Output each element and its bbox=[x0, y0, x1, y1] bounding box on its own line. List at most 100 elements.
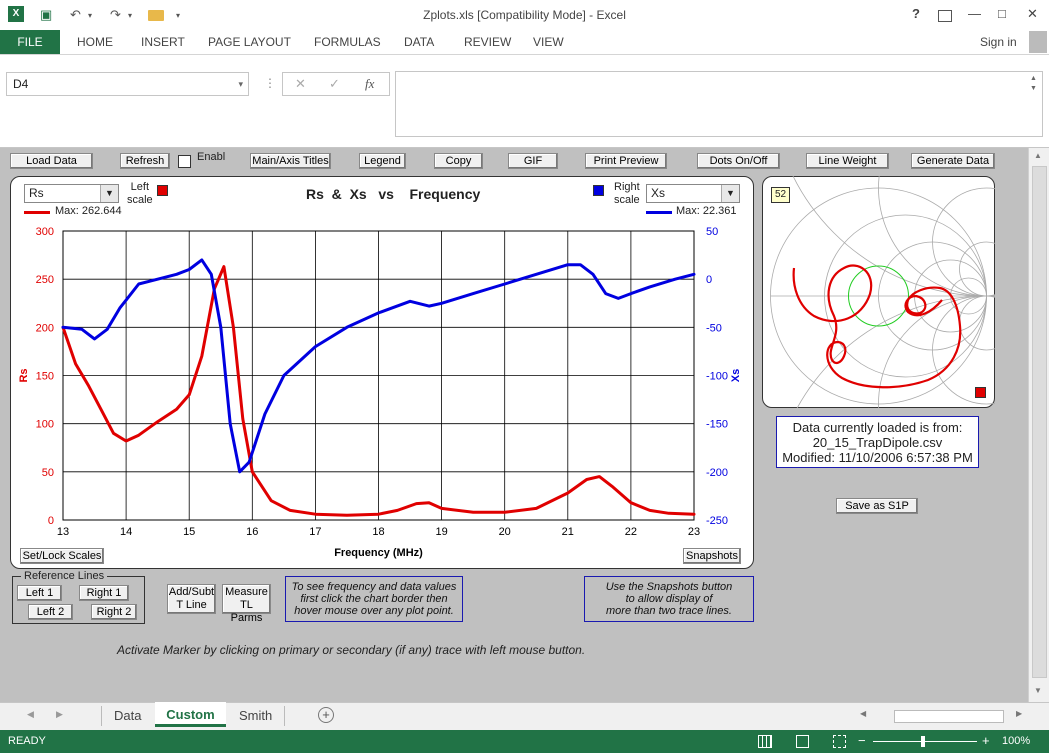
scroll-up-icon[interactable]: ▲ bbox=[1034, 151, 1042, 160]
rs-xs-chart[interactable]: 13 14 15 16 17 18 19 20 21 22 23 0 50 100 150 200 250 300… bbox=[10, 176, 754, 569]
ribbon-display-icon[interactable] bbox=[938, 10, 952, 22]
customize-toolbar-icon[interactable]: ▾ bbox=[176, 11, 181, 20]
formula-input[interactable] bbox=[395, 71, 1043, 137]
tab-page-layout[interactable]: PAGE LAYOUT bbox=[208, 35, 291, 49]
left-scale-color-swatch[interactable] bbox=[157, 185, 168, 196]
y-tick-label: 0 bbox=[48, 515, 54, 527]
tab-file[interactable]: FILE bbox=[0, 30, 60, 54]
redo-icon[interactable]: ↷ bbox=[110, 7, 121, 22]
open-folder-icon[interactable] bbox=[148, 10, 164, 21]
tab-scroll-left-icon[interactable]: ◀ bbox=[27, 709, 34, 719]
formula-scroll-down-icon[interactable]: ▼ bbox=[1030, 85, 1037, 92]
undo-icon[interactable]: ↶ bbox=[70, 7, 81, 22]
right-trace-select[interactable]: Xs ▼ bbox=[646, 184, 740, 203]
confirm-entry-icon[interactable]: ✓ bbox=[329, 76, 340, 91]
vertical-scrollbar[interactable]: ▲ ▼ bbox=[1028, 148, 1049, 702]
y2-tick-label: -100 bbox=[706, 371, 728, 383]
right-scale-color-swatch[interactable] bbox=[593, 185, 604, 196]
left-scale-label: Left scale bbox=[127, 181, 153, 207]
enable-checkbox[interactable] bbox=[178, 155, 191, 168]
tab-review[interactable]: REVIEW bbox=[464, 35, 512, 49]
hscroll-right-icon[interactable]: ▶ bbox=[1016, 709, 1023, 718]
save-as-s1p-button[interactable]: Save as S1P bbox=[836, 498, 918, 514]
y-tick-label: 50 bbox=[42, 467, 54, 479]
sheet-tab-data[interactable]: Data bbox=[114, 708, 142, 723]
xs-max-label: Max: 22.361 bbox=[676, 205, 737, 217]
chevron-down-icon[interactable]: ▼ bbox=[721, 185, 739, 202]
chevron-down-icon[interactable]: ▾ bbox=[238, 79, 243, 89]
load-data-button[interactable]: Load Data bbox=[10, 153, 93, 169]
left2-button[interactable]: Left 2 bbox=[28, 604, 73, 620]
minimize-icon[interactable]: — bbox=[968, 6, 981, 21]
formula-scroll-up-icon[interactable]: ▲ bbox=[1030, 75, 1037, 82]
redo-dropdown-icon[interactable]: ▾ bbox=[128, 11, 133, 20]
save-icon[interactable]: ▣ bbox=[40, 7, 53, 22]
measure-tl-parms-button[interactable]: Measure TL Parms bbox=[222, 584, 271, 624]
tab-insert[interactable]: INSERT bbox=[141, 35, 185, 49]
gif-button[interactable]: GIF bbox=[508, 153, 558, 169]
chevron-down-icon[interactable]: ▼ bbox=[100, 185, 118, 202]
horizontal-scrollbar[interactable]: ◀ ▶ bbox=[860, 708, 1026, 724]
sign-in-link[interactable]: Sign in bbox=[980, 35, 1017, 49]
right1-button[interactable]: Right 1 bbox=[79, 585, 129, 601]
name-box[interactable]: D4 ▾ bbox=[6, 72, 249, 96]
smith-chart[interactable]: 52 bbox=[762, 176, 995, 408]
tab-formulas[interactable]: FORMULAS bbox=[314, 35, 381, 49]
formula-bar-splitter-icon[interactable]: ⋮ bbox=[264, 76, 276, 90]
zoom-in-icon[interactable]: + bbox=[982, 733, 990, 748]
tab-home[interactable]: HOME bbox=[77, 35, 113, 49]
excel-logo-icon: X bbox=[8, 6, 24, 22]
status-bar: READY − + 100% bbox=[0, 730, 1049, 753]
zoom-level[interactable]: 100% bbox=[1002, 735, 1031, 747]
undo-dropdown-icon[interactable]: ▾ bbox=[88, 11, 93, 20]
y-tick-label: 100 bbox=[36, 419, 54, 431]
scroll-down-icon[interactable]: ▼ bbox=[1034, 686, 1042, 695]
y2-axis-label: Xs bbox=[730, 369, 742, 382]
frequency-hover-note: To see frequency and data values first c… bbox=[285, 576, 463, 622]
cancel-entry-icon[interactable]: ✕ bbox=[295, 76, 306, 91]
hscroll-left-icon[interactable]: ◀ bbox=[860, 709, 867, 718]
line-weight-button[interactable]: Line Weight bbox=[806, 153, 889, 169]
tab-view[interactable]: VIEW bbox=[533, 35, 564, 49]
smith-color-swatch[interactable] bbox=[975, 387, 986, 398]
sheet-tab-smith[interactable]: Smith bbox=[239, 708, 273, 723]
left1-button[interactable]: Left 1 bbox=[17, 585, 62, 601]
legend-button[interactable]: Legend bbox=[359, 153, 406, 169]
left-scale-line1: Left bbox=[130, 181, 150, 193]
dots-toggle-button[interactable]: Dots On/Off bbox=[697, 153, 780, 169]
snap-note-line3: more than two trace lines. bbox=[606, 605, 732, 617]
series-line-rs bbox=[61, 265, 696, 517]
maximize-icon[interactable]: □ bbox=[998, 6, 1006, 21]
tab-scroll-right-icon[interactable]: ▶ bbox=[56, 709, 63, 719]
x-tick-label: 22 bbox=[625, 526, 637, 538]
insert-function-icon[interactable]: fx bbox=[365, 76, 375, 91]
user-avatar-icon[interactable] bbox=[1029, 31, 1047, 53]
hscroll-thumb[interactable] bbox=[894, 710, 1004, 723]
tab-data[interactable]: DATA bbox=[404, 35, 435, 49]
normal-view-icon[interactable] bbox=[758, 735, 772, 748]
sheet-tab-custom-active[interactable]: Custom bbox=[155, 702, 226, 727]
scroll-thumb[interactable] bbox=[1032, 166, 1047, 678]
right-scale-line1: Right bbox=[614, 181, 640, 193]
close-icon[interactable]: ✕ bbox=[1027, 6, 1038, 21]
zoom-slider[interactable] bbox=[873, 741, 977, 742]
right2-button[interactable]: Right 2 bbox=[91, 604, 137, 620]
left-trace-select[interactable]: Rs ▼ bbox=[24, 184, 119, 203]
copy-button[interactable]: Copy bbox=[434, 153, 483, 169]
set-lock-scales-button[interactable]: Set/Lock Scales bbox=[20, 548, 104, 564]
smith-chart-svg[interactable] bbox=[762, 176, 995, 408]
snapshots-button[interactable]: Snapshots bbox=[683, 548, 741, 564]
zoom-out-icon[interactable]: − bbox=[858, 733, 866, 748]
generate-data-button[interactable]: Generate Data bbox=[911, 153, 995, 169]
new-sheet-icon[interactable]: + bbox=[318, 707, 334, 723]
help-icon[interactable]: ? bbox=[912, 6, 920, 21]
zoom-slider-thumb[interactable] bbox=[921, 736, 925, 747]
chart-plot-svg[interactable]: 13 14 15 16 17 18 19 20 21 22 23 0 50 100 150 200 250 300… bbox=[10, 176, 754, 569]
chart-title: Rs & Xs vs Frequency bbox=[306, 186, 481, 202]
add-subtract-tline-button[interactable]: Add/Subt T Line bbox=[167, 584, 216, 614]
refresh-button[interactable]: Refresh bbox=[120, 153, 170, 169]
main-axis-titles-button[interactable]: Main/Axis Titles bbox=[250, 153, 331, 169]
page-layout-view-icon[interactable] bbox=[796, 735, 809, 748]
print-preview-button[interactable]: Print Preview bbox=[585, 153, 667, 169]
page-break-view-icon[interactable] bbox=[833, 735, 846, 748]
